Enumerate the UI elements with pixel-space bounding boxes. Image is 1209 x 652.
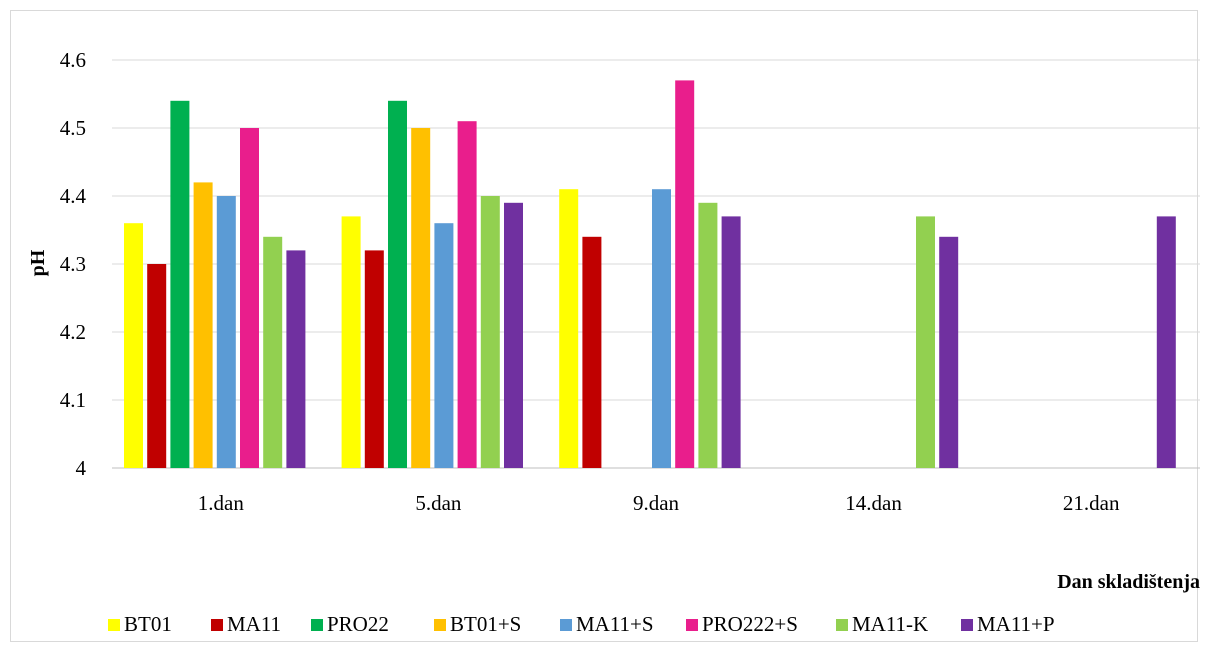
bar-MA11-K-1.dan <box>263 236 283 468</box>
y-tick-label: 4.1 <box>60 388 86 412</box>
legend-item: MA11-K <box>836 612 928 637</box>
bar-MA11+S-1.dan <box>216 196 236 468</box>
legend: BT01 MA11 PRO22 BT01+S MA11+S PRO222+S MA11-K M… <box>0 612 1209 638</box>
legend-item: BT01 <box>108 612 172 637</box>
legend-label: MA11+S <box>576 612 654 636</box>
bar-PRO22-1.dan <box>170 100 190 469</box>
legend-label: BT01+S <box>450 612 522 636</box>
legend-item: MA11+P <box>961 612 1055 637</box>
y-axis-title: pH <box>27 249 49 276</box>
x-tick-label: 21.dan <box>1063 491 1120 515</box>
bar-MA11-K-14.dan <box>916 216 935 468</box>
legend-label: PRO22 <box>327 612 389 636</box>
y-tick-label: 4.2 <box>60 320 86 344</box>
bar-BT01+S-5.dan <box>411 128 431 468</box>
bar-MA11-1.dan <box>147 264 167 468</box>
legend-swatch <box>686 618 698 631</box>
bar-MA11+P-21.dan <box>1156 216 1176 468</box>
bar-MA11+P-9.dan <box>721 216 741 468</box>
legend-item: MA11 <box>211 612 281 637</box>
bar-MA11+P-5.dan <box>504 202 523 469</box>
bar-BT01-1.dan <box>124 223 143 468</box>
y-tick-label: 4.4 <box>60 184 87 208</box>
bar-BT01-5.dan <box>341 216 361 468</box>
legend-label: MA11 <box>227 612 282 636</box>
legend-swatch <box>311 618 323 631</box>
bar-MA11-5.dan <box>364 250 384 468</box>
bar-BT01-9.dan <box>559 189 579 468</box>
legend-swatch <box>434 618 446 631</box>
legend-swatch <box>836 618 848 631</box>
bar-MA11-K-5.dan <box>480 196 500 468</box>
bar-MA11+S-9.dan <box>652 189 671 468</box>
legend-swatch <box>108 618 120 631</box>
y-tick-label: 4 <box>76 456 87 480</box>
bar-PRO222+S-9.dan <box>675 80 695 469</box>
bar-MA11-K-9.dan <box>698 202 718 469</box>
bar-BT01+S-1.dan <box>193 182 213 468</box>
y-tick-label: 4.3 <box>60 252 86 276</box>
bar-PRO222+S-5.dan <box>457 121 477 468</box>
legend-item: MA11+S <box>560 612 654 637</box>
x-tick-label: 9.dan <box>633 491 680 515</box>
legend-swatch <box>211 618 223 631</box>
y-tick-label: 4.6 <box>60 48 86 72</box>
x-tick-label: 5.dan <box>415 491 462 515</box>
bar-chart: 4 4.1 4.2 4.3 4.4 4.5 4.6 1.dan 5.dan 9.dan 14.da… <box>27 48 1200 593</box>
legend-label: BT01 <box>124 612 172 636</box>
legend-label: MA11-K <box>852 612 929 636</box>
bar-MA11+P-14.dan <box>939 236 959 468</box>
x-axis-title: Dan skladištenja <box>1057 571 1200 593</box>
legend-item: PRO222+S <box>686 612 798 637</box>
legend-label: MA11+P <box>977 612 1055 636</box>
bar-MA11+P-1.dan <box>286 250 306 468</box>
legend-swatch <box>560 618 572 631</box>
bars <box>124 80 1176 469</box>
x-axis-ticks: 1.dan 5.dan 9.dan 14.dan 21.dan <box>198 491 1120 515</box>
legend-item: PRO22 <box>311 612 389 637</box>
bar-PRO222+S-1.dan <box>240 128 259 468</box>
y-tick-label: 4.5 <box>60 116 86 140</box>
legend-item: BT01+S <box>434 612 521 637</box>
y-axis-ticks: 4 4.1 4.2 4.3 4.4 4.5 4.6 <box>60 48 87 480</box>
x-tick-label: 1.dan <box>198 491 245 515</box>
bar-PRO22-5.dan <box>388 100 407 469</box>
bar-MA11-9.dan <box>582 236 602 468</box>
legend-swatch <box>961 618 973 631</box>
bar-MA11+S-5.dan <box>434 223 454 468</box>
x-tick-label: 14.dan <box>845 491 902 515</box>
legend-label: PRO222+S <box>702 612 798 636</box>
